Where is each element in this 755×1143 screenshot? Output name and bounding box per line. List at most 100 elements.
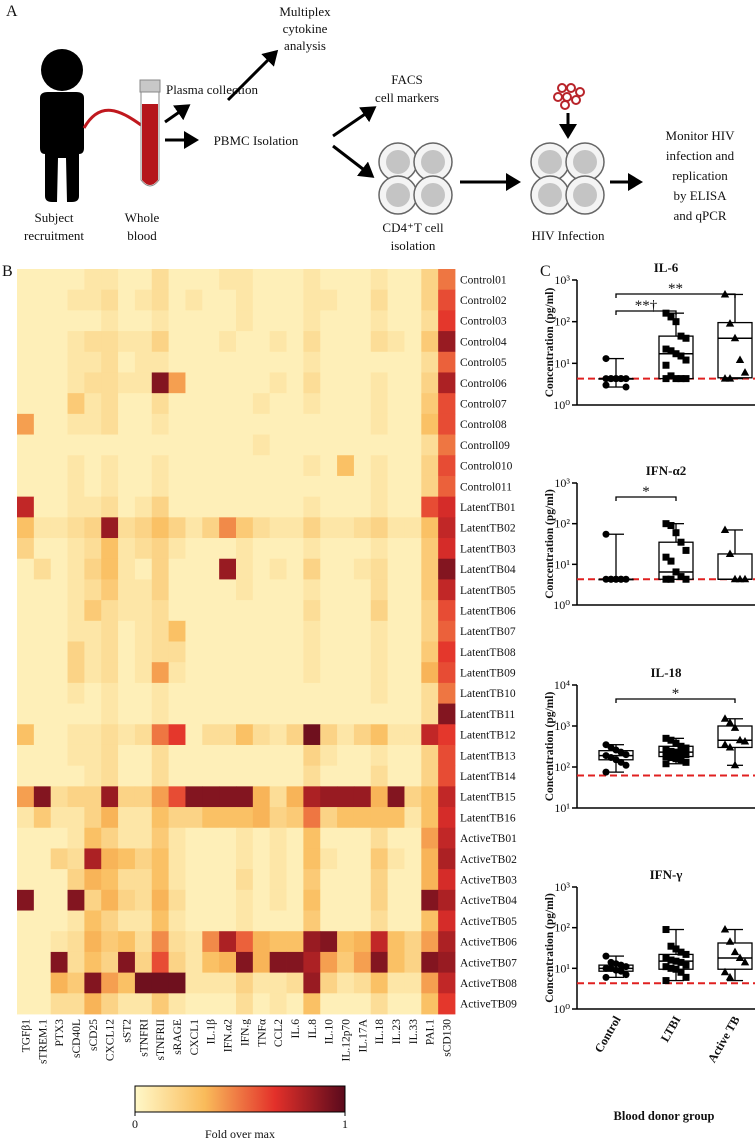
heatmap-cell	[236, 538, 254, 560]
heatmap-cell	[404, 641, 422, 663]
data-point	[677, 375, 685, 383]
heatmap-cell	[387, 413, 405, 435]
heatmap-cell	[236, 331, 254, 353]
heatmap-cell	[33, 413, 52, 435]
heatmap-cell	[387, 331, 405, 353]
heatmap-cell	[286, 372, 304, 394]
heatmap-cell	[269, 744, 287, 767]
heatmap-cell	[269, 434, 287, 456]
heatmap-cell	[236, 786, 254, 808]
heatmap-cell	[168, 765, 186, 787]
heatmap-cell	[202, 703, 220, 725]
heatmap-cell	[33, 558, 52, 580]
heatmap-cell	[370, 682, 389, 704]
heatmap-cell	[185, 662, 203, 684]
heatmap-cell	[151, 848, 170, 870]
y-axis-label: Concentration (pg/ml)	[544, 288, 556, 398]
heatmap-cell	[320, 289, 338, 311]
heatmap-cell	[118, 786, 136, 808]
heatmap-cell	[33, 682, 52, 704]
heatmap-cell	[320, 641, 338, 663]
heatmap-cell	[337, 558, 355, 580]
heatmap-cell	[50, 662, 68, 684]
heatmap-cell	[50, 641, 68, 663]
heatmap-cell	[421, 496, 439, 518]
virus-icon	[553, 83, 585, 110]
heatmap-cell	[404, 972, 422, 994]
heatmap-cell	[387, 558, 405, 580]
heatmap-cell	[219, 972, 237, 994]
heatmap-cell	[303, 827, 321, 849]
heatmap-cell	[320, 351, 338, 373]
y-tick-label: 10³	[554, 273, 570, 287]
heatmap-cell	[421, 579, 439, 601]
heatmap-cell	[118, 496, 136, 518]
data-point	[667, 372, 675, 380]
heatmap-cell	[202, 765, 220, 787]
cell-cluster	[378, 142, 453, 215]
heatmap-cell	[17, 331, 35, 353]
heatmap-cell	[252, 993, 271, 1015]
y-axis-label: Concentration (pg/ml)	[544, 489, 556, 599]
heatmap-cell	[370, 434, 389, 456]
heatmap-cell	[337, 372, 355, 394]
heatmap-cell	[151, 538, 170, 560]
row-label: ActiveTB09	[460, 999, 517, 1011]
heatmap-cell	[202, 662, 220, 684]
heatmap-cell	[17, 827, 35, 849]
heatmap-cell	[370, 331, 389, 353]
heatmap-cell	[303, 620, 321, 642]
heatmap-cell	[118, 372, 136, 394]
heatmap-cell	[370, 269, 389, 291]
heatmap-cell	[269, 455, 287, 477]
heatmap-cell	[101, 931, 119, 953]
heatmap-cell	[134, 724, 153, 746]
heatmap-cell	[33, 434, 52, 456]
heatmap-cell	[370, 910, 389, 932]
heatmap-cell	[269, 910, 287, 932]
heatmap-cell	[269, 558, 287, 580]
label: cytokine	[283, 21, 328, 36]
heatmap-cell	[185, 641, 203, 663]
heatmap-cell	[17, 538, 35, 560]
heatmap-cell	[202, 558, 220, 580]
heatmap-cell	[84, 331, 102, 353]
heatmap-cell	[404, 455, 422, 477]
cell-cluster	[530, 142, 605, 215]
heatmap-cell	[337, 289, 355, 311]
heatmap-cell	[17, 434, 35, 456]
data-point	[602, 375, 610, 383]
heatmap-cell	[219, 910, 237, 932]
data-point	[662, 375, 670, 383]
heatmap-cell	[337, 993, 355, 1015]
heatmap-cell	[185, 972, 203, 994]
heatmap-cell	[84, 744, 102, 767]
heatmap-cell	[185, 682, 203, 704]
heatmap-cell	[236, 889, 254, 911]
heatmap-cell	[404, 682, 422, 704]
colorbar-tick-label: 1	[342, 1117, 348, 1131]
heatmap-cell	[101, 393, 119, 415]
heatmap-cell	[101, 434, 119, 456]
heatmap-cell	[421, 848, 439, 870]
heatmap-cell	[303, 269, 321, 291]
heatmap-cell	[320, 724, 338, 746]
heatmap-cell	[404, 951, 422, 974]
data-point	[677, 352, 685, 360]
heatmap-cell	[33, 496, 52, 518]
heatmap-cell	[404, 517, 422, 539]
data-point	[662, 361, 670, 369]
heatmap-cell	[286, 310, 304, 332]
heatmap-cell	[438, 931, 456, 953]
colorbar	[134, 1085, 346, 1113]
heatmap-cell	[67, 538, 85, 560]
heatmap-cell	[286, 538, 304, 560]
heatmap-cell	[370, 993, 389, 1015]
row-label: LatentTB05	[460, 585, 516, 597]
heatmap-cell	[404, 620, 422, 642]
heatmap-cell	[134, 269, 153, 291]
heatmap-cell	[421, 869, 439, 891]
heatmap-cell	[17, 641, 35, 663]
heatmap-cell	[370, 744, 389, 767]
data-point	[672, 748, 680, 756]
